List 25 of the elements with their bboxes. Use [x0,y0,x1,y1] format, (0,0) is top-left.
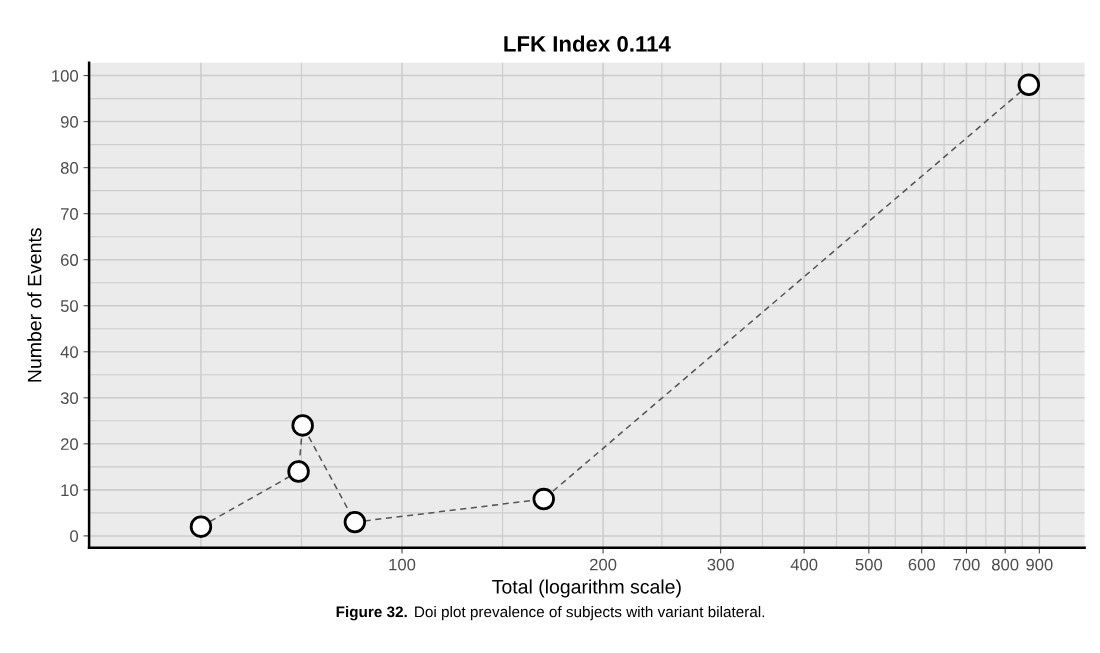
y-tick-label: 50 [60,300,79,312]
y-tick-label: 10 [61,484,79,497]
y-tick-label: 70 [61,208,79,220]
x-tick-label: 900 [1026,558,1053,571]
y-tick-label: 30 [60,392,79,405]
x-tick-label: 800 [991,558,1019,571]
x-tick-label: 500 [855,558,883,571]
x-tick-label: 600 [908,558,935,571]
y-axis-title: Number of Events [27,228,42,382]
x-axis-title: Total (logarithm scale) [492,579,681,598]
y-tick-label: 80 [60,162,79,174]
y-tick-label: 90 [60,116,79,128]
caption: Figure 32. [336,606,407,621]
y-tick-label: 20 [60,438,79,451]
y-tick-label: 40 [60,346,79,358]
x-tick-label: 700 [953,558,980,571]
y-tick-label: 0 [70,530,79,543]
chart-title: LFK Index 0.114 [504,35,671,52]
y-tick-label: 60 [60,254,79,266]
x-tick-label: 200 [590,558,617,571]
text: Doi plot prevalence of subjects with variant bilateral. [415,606,765,621]
x-tick-label: 300 [707,558,734,571]
y-tick-label: 100 [52,69,79,82]
x-tick-label: 400 [790,558,818,571]
x-tick-label: 100 [389,558,416,571]
